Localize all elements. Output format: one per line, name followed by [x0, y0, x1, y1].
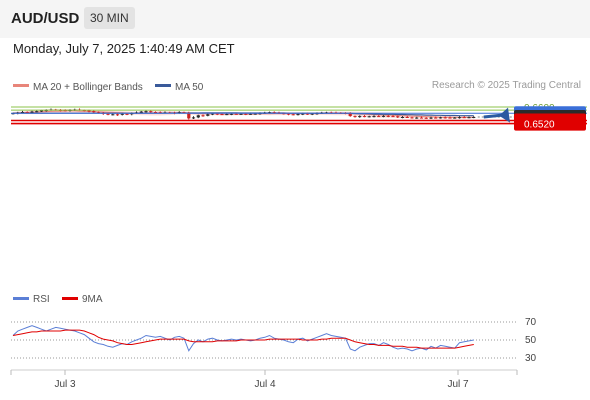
candle-body — [187, 112, 191, 119]
rsi-ma-legend-label: 9MA — [82, 294, 103, 305]
ma20-legend-swatch — [13, 84, 29, 87]
candle-body — [348, 113, 352, 117]
candle-body — [310, 113, 314, 115]
price-legend: MA 20 + Bollinger Bands MA 50 — [13, 82, 204, 93]
candle-body — [286, 113, 291, 115]
candle-body — [229, 113, 234, 115]
candle-body — [25, 112, 29, 113]
candle-body — [419, 117, 424, 119]
x-tick-jul-3: Jul 3 — [54, 379, 76, 390]
symbol-title: AUD/USD — [11, 10, 80, 27]
x-tick-jul-4: Jul 4 — [254, 379, 276, 390]
candle-body — [448, 117, 452, 119]
scenario-arrow-head — [499, 107, 510, 123]
candle-body — [149, 111, 153, 113]
candle-body — [111, 114, 115, 116]
candle-body — [177, 112, 181, 114]
candle-body — [291, 114, 295, 116]
candle-body — [443, 117, 447, 119]
candle-body — [353, 116, 357, 118]
candle-body — [225, 114, 229, 116]
candle-body — [438, 117, 443, 119]
candle-body — [367, 116, 371, 118]
rsi-tick-70: 70 — [525, 317, 537, 328]
candle-body — [201, 115, 205, 117]
candle-body — [457, 117, 462, 119]
research-credit: Research © 2025 Trading Central — [431, 80, 581, 91]
candle-body — [144, 111, 148, 113]
candle-body — [244, 113, 248, 115]
rsi-legend: RSI 9MA — [13, 294, 103, 305]
candle-body — [372, 116, 376, 118]
candle-body — [415, 117, 419, 119]
rsi-plot — [11, 321, 517, 359]
candle-body — [424, 117, 428, 119]
candle-body — [396, 116, 400, 118]
candle-body — [153, 112, 158, 113]
ma50-legend-label: MA 50 — [175, 82, 204, 93]
rsi-tick-30: 30 — [525, 353, 537, 364]
candle-body — [410, 117, 414, 119]
candle-body — [381, 115, 386, 117]
rsi-ma-legend-swatch — [62, 297, 78, 300]
candle-body — [405, 117, 409, 118]
candle-body — [30, 111, 34, 113]
candle-body — [362, 116, 367, 118]
candle-body — [158, 112, 162, 114]
price-levels: 0.66000.65850.65700.65520.65350.6520 — [11, 103, 587, 131]
candle-body — [191, 117, 196, 119]
rsi-tick-50: 50 — [525, 335, 537, 346]
rsi-legend-swatch — [13, 297, 29, 300]
candle-body — [87, 110, 91, 112]
candle-body — [125, 113, 129, 115]
candle-body — [96, 112, 101, 114]
candle-body — [253, 113, 257, 115]
candle-body — [272, 112, 276, 114]
candle-body — [115, 114, 120, 116]
candle-body — [429, 117, 433, 119]
candle-body — [39, 110, 44, 112]
candle-body — [139, 111, 143, 113]
x-tick-jul-7: Jul 7 — [447, 379, 469, 390]
candle-body — [215, 113, 219, 115]
candle-body — [434, 117, 438, 119]
ma20-legend-label: MA 20 + Bollinger Bands — [33, 82, 143, 93]
candle-body — [63, 110, 67, 112]
chart-datetime: Monday, July 7, 2025 1:40:49 AM CET — [13, 41, 235, 56]
rsi-legend-label: RSI — [33, 294, 50, 305]
candle-body — [248, 113, 253, 115]
candle-body — [234, 113, 238, 115]
candle-body — [296, 114, 300, 116]
candle-body — [196, 115, 200, 118]
candle-body — [210, 113, 215, 115]
candle-body — [206, 114, 210, 116]
candle-body — [120, 113, 124, 115]
candle-body — [220, 114, 224, 116]
candle-body — [472, 117, 476, 118]
candle-body — [106, 113, 110, 115]
timeframe-badge[interactable]: 30 MIN — [84, 7, 135, 29]
candle-body — [92, 111, 96, 113]
candle-body — [467, 117, 471, 119]
candle-body — [305, 113, 310, 115]
candle-body — [453, 117, 457, 119]
level-badge-support — [514, 116, 586, 131]
rsi-ma-line — [12, 329, 474, 349]
candle-body — [377, 116, 381, 118]
candle-body — [386, 115, 390, 117]
candle-body — [391, 116, 395, 118]
level-label-support: 0.6520 — [524, 120, 555, 131]
candle-body — [301, 113, 305, 115]
candle-body — [35, 111, 39, 113]
candle-body — [358, 116, 362, 118]
candle-body — [267, 112, 272, 114]
candle-body — [182, 112, 186, 114]
candle-body — [20, 112, 25, 113]
candle-body — [400, 117, 405, 118]
candle-body — [239, 113, 243, 115]
ma50-legend-swatch — [155, 84, 171, 87]
candle-body — [462, 117, 466, 119]
